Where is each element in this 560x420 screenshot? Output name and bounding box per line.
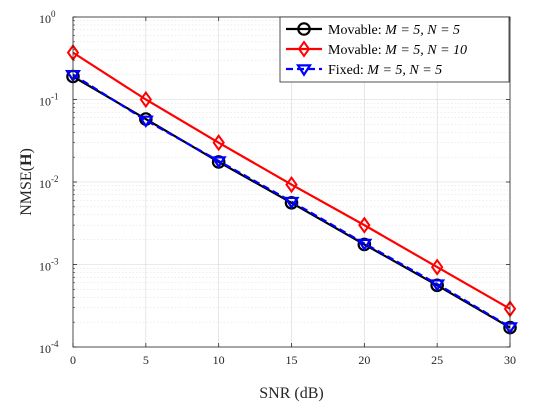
x-tick-label: 20 [358, 353, 370, 367]
legend-label-prefix: Movable: [328, 23, 385, 38]
y-tick-label-exponent: -1 [51, 92, 59, 102]
y-tick-label-exponent: -2 [51, 174, 59, 184]
data-point [429, 279, 446, 292]
legend-label-math: M = 5, N = 5 [384, 23, 460, 38]
y-tick-label-base: 10 [39, 342, 51, 356]
x-axis-title: SNR (dB) [259, 385, 323, 402]
legend-label-math: M = 5, N = 5 [366, 63, 442, 78]
y-tick-label-exponent: 0 [51, 9, 56, 19]
legend-marker [297, 40, 311, 58]
legend-entry: Movable: M = 5, N = 10 [286, 40, 467, 58]
legend-label-prefix: Movable: [328, 43, 385, 58]
y-tick-label: 10-2 [39, 174, 59, 191]
legend-label: Fixed: M = 5, N = 5 [328, 63, 442, 78]
y-tick-label-base: 10 [39, 12, 51, 26]
data-point [139, 90, 153, 109]
y-tick-label: 10-1 [39, 92, 59, 109]
y-tick-label-base: 10 [39, 177, 51, 191]
data-point [358, 216, 371, 234]
legend-label: Movable: M = 5, N = 5 [328, 23, 460, 38]
data-point [212, 134, 225, 152]
y-tick-label-base: 10 [39, 260, 51, 274]
series-line [72, 73, 511, 328]
legend-label-math: M = 5, N = 10 [384, 43, 467, 58]
y-tick-label: 10-3 [39, 257, 59, 274]
y-tick-label-exponent: -4 [51, 339, 59, 349]
legend-entry: Fixed: M = 5, N = 5 [286, 63, 442, 78]
y-tick-label-exponent: -3 [51, 257, 59, 267]
data-point [430, 258, 444, 276]
y-axis-title-prefix: NMSE( [18, 166, 35, 216]
series-line [72, 51, 511, 310]
legend-box [279, 16, 510, 83]
y-tick-label-base: 10 [39, 95, 51, 109]
data-point [137, 115, 154, 129]
y-axis-title-suffix: ) [18, 148, 35, 153]
y-axis-title: NMSE(H) [18, 148, 35, 216]
data-point [210, 156, 227, 169]
data-point [283, 196, 300, 210]
y-axis-title-symbol: H [18, 153, 35, 166]
data-point [356, 238, 373, 252]
x-tick-label: 10 [213, 353, 225, 367]
legend-entry: Movable: M = 5, N = 5 [286, 22, 460, 38]
legend-marker [295, 64, 313, 77]
x-tick-label: 25 [431, 353, 443, 367]
x-tick-label: 0 [70, 353, 76, 367]
x-tick-label: 30 [504, 353, 516, 367]
y-tick-label: 10-4 [39, 339, 59, 356]
legend-label-prefix: Fixed: [328, 63, 367, 78]
x-tick-label: 15 [286, 353, 298, 367]
y-tick-label: 100 [39, 9, 56, 26]
legend-marker [297, 22, 311, 36]
legend-label: Movable: M = 5, N = 10 [328, 43, 467, 58]
data-point [285, 175, 298, 194]
x-tick-label: 5 [143, 353, 149, 367]
